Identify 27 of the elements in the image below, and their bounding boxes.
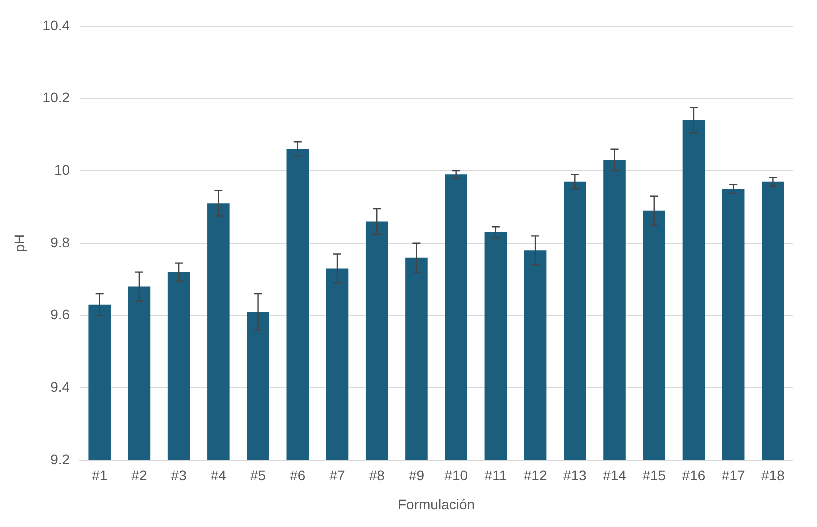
- y-axis-title: pH: [11, 234, 28, 252]
- x-tick-label: #3: [171, 468, 188, 484]
- x-tick-label: #17: [722, 468, 746, 484]
- x-tick-label: #1: [92, 468, 108, 484]
- y-tick-label: 10: [54, 162, 70, 178]
- x-tick-label: #4: [210, 468, 227, 484]
- x-tick-label: #12: [524, 468, 548, 484]
- y-tick-label: 9.8: [50, 234, 70, 250]
- y-tick-label: 9.6: [50, 306, 70, 323]
- x-tick-label: #10: [444, 468, 468, 484]
- x-tick-label: #14: [603, 468, 627, 484]
- x-tick-label: #8: [369, 468, 386, 484]
- x-tick-label: #6: [290, 468, 306, 484]
- x-tick-label: #9: [408, 468, 425, 484]
- x-tick-label: #7: [330, 468, 346, 484]
- y-tick-label: 10.2: [42, 90, 70, 106]
- y-tick-label: 10.4: [42, 17, 70, 34]
- y-tick-label: 9.2: [50, 451, 70, 468]
- x-axis-title: Formulación: [398, 496, 476, 512]
- x-tick-label: #5: [250, 468, 266, 484]
- x-tick-label: #13: [563, 468, 588, 484]
- x-tick-label: #16: [682, 468, 706, 484]
- x-tick-label: #15: [642, 468, 666, 484]
- x-tick-label: #11: [484, 468, 508, 484]
- x-tick-label: #18: [762, 468, 786, 484]
- x-tick-label: #2: [132, 468, 148, 484]
- y-tick-label: 9.4: [50, 378, 70, 395]
